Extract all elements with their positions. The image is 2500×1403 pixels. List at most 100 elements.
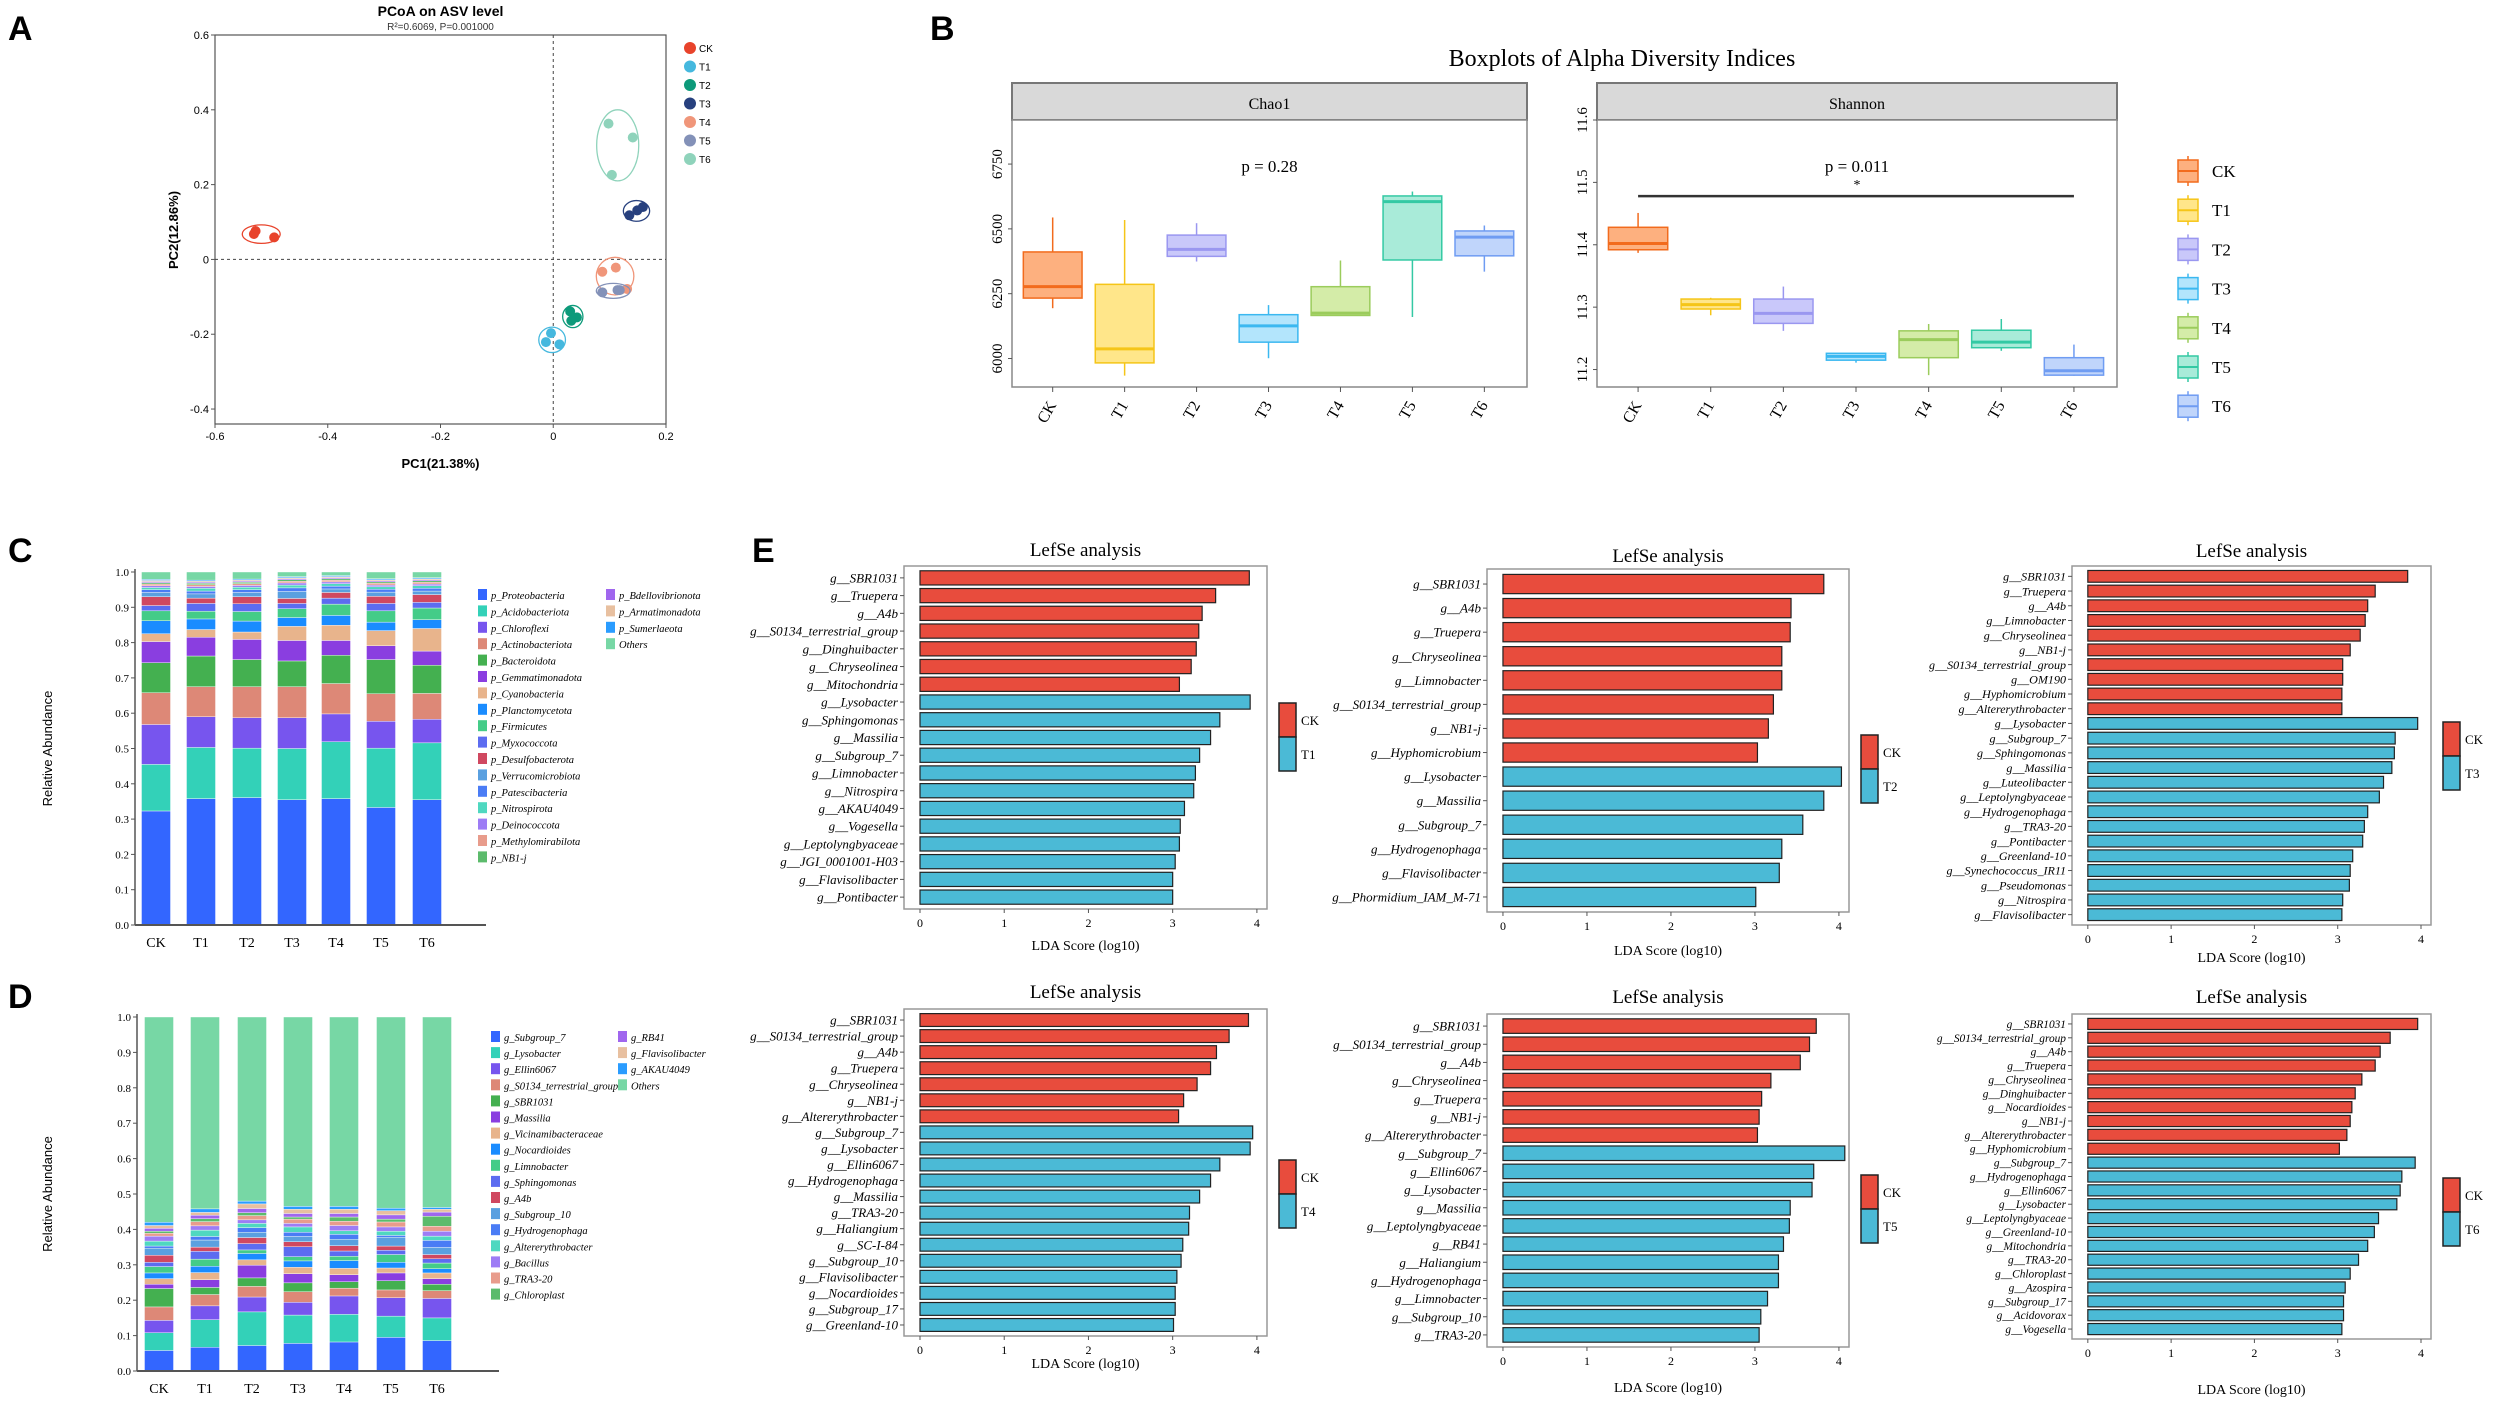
lda-bar-CK <box>919 1013 1250 1028</box>
bar-segment-p_Deinococcota <box>412 583 442 586</box>
x-tick-label: 3 <box>1170 916 1176 930</box>
bar-segment-p_Planctomycetota <box>232 620 262 633</box>
bar-segment-p_Chloroflexi <box>141 724 171 765</box>
point-T2 <box>565 306 576 317</box>
bar-segment-p_Planctomycetota <box>277 617 307 627</box>
point-CK <box>269 232 280 243</box>
bar-segment-p_Firmicutes <box>186 610 216 620</box>
legend-marker-CK <box>684 42 696 54</box>
lda-bar-CK <box>2087 1142 2340 1155</box>
legend-label: p_Verrucomicrobiota <box>490 771 580 782</box>
bar-segment-g_Flavisolibacter <box>283 1209 313 1214</box>
legend-label: p_Bacteroidota <box>490 657 556 668</box>
feature-label: g__Truepera <box>1414 1091 1482 1106</box>
bar-segment-p_Deinococcota <box>141 585 171 588</box>
bar-segment-g_Altererythrobacter <box>329 1230 359 1235</box>
x-tick-label: T4 <box>336 1382 352 1397</box>
bar-segment-g_Hydrogenophaga <box>283 1232 313 1237</box>
bar-segment-p_Desulfobacterota <box>366 596 396 604</box>
lda-bar-T6 <box>2087 1267 2351 1280</box>
legend-swatch <box>478 654 487 666</box>
legend-label: g_TRA3-20 <box>504 1275 553 1286</box>
bar-segment-p_Patescibacteria <box>141 589 171 593</box>
legend-swatch-CK <box>1278 702 1297 738</box>
y-tick-label: 11.5 <box>1575 170 1591 196</box>
legend-label: p_Myxococcota <box>490 739 557 750</box>
lda-bar-CK <box>1502 742 1759 763</box>
legend-swatch <box>491 1192 500 1203</box>
legend-label: g_Ellin6067 <box>504 1065 557 1076</box>
chart-title: LefSe analysis <box>2196 987 2307 1008</box>
lda-bar-CK <box>2087 1101 2353 1114</box>
legend-label: p_Actinobacteriota <box>490 640 572 651</box>
lda-bar-CK <box>919 1061 1212 1076</box>
bar-segment-g_Lysobacter <box>329 1314 359 1343</box>
lda-bar-CK <box>2087 1045 2381 1058</box>
lda-bar-T5 <box>1502 1199 1791 1216</box>
feature-label: g__S0134_terrestrial_group <box>1937 1033 2066 1045</box>
box-T5 <box>1970 319 2032 351</box>
facet-strip-label: Shannon <box>1829 96 1885 113</box>
bar-segment-g_Massilia <box>283 1273 313 1284</box>
legend-swatch <box>618 1079 627 1091</box>
feature-label: g__TRA3-20 <box>1415 1327 1482 1342</box>
bar-segment-g_Subgroup_10 <box>329 1239 359 1246</box>
feature-label: g__A4b <box>858 1045 899 1060</box>
x-tick-label: T4 <box>328 936 344 951</box>
x-tick-label: T5 <box>383 1382 399 1397</box>
box-CK <box>1607 212 1669 253</box>
legend-label: Others <box>631 1081 660 1092</box>
lda-bar-CK <box>1502 573 1825 595</box>
feature-label: g__Azospira <box>2009 1282 2067 1294</box>
bar-segment-g_A4b <box>376 1245 406 1251</box>
lda-bar-CK <box>919 1029 1230 1044</box>
panel-label-b: B <box>930 10 955 48</box>
legend-label: g_Sphingomonas <box>504 1178 576 1189</box>
feature-label: g__Leptolyngbyaceae <box>1960 790 2066 804</box>
bar-segment-p_Nitrospirota <box>232 586 262 590</box>
x-tick-label: T1 <box>197 1382 213 1397</box>
stacked-bar-CK <box>141 571 171 926</box>
bar-segment-g_A4b <box>283 1241 313 1247</box>
significance-marker: * <box>1854 178 1861 193</box>
lda-bar-CK <box>919 676 1181 692</box>
lda-bar-CK <box>919 1093 1185 1108</box>
bar-segment-p_Acidobacteriota <box>277 748 307 800</box>
y-tick-label: 0.7 <box>117 1118 131 1130</box>
legend-swatch-T1 <box>1278 736 1297 772</box>
bar-segment-g_S0134_terrestrial_group <box>329 1287 359 1297</box>
legend-label: T2 <box>699 81 711 92</box>
x-tick-label: 4 <box>1836 919 1842 933</box>
bar-segment-g_Subgroup_7 <box>422 1340 452 1372</box>
lda-bar-CK <box>2087 569 2409 583</box>
bar-segment-g_SBR1031 <box>190 1287 220 1295</box>
iqr-box <box>1022 251 1083 299</box>
bar-segment-g_Subgroup_10 <box>144 1247 174 1256</box>
feature-label: g__Hydrogenophaga <box>1970 1171 2066 1183</box>
bar-segment-p_Cyanobacteria <box>141 633 171 642</box>
bar-segment-g_Altererythrobacter <box>422 1235 452 1241</box>
legend-label: p_Desulfobacterota <box>490 755 574 766</box>
legend-label: Others <box>619 640 648 651</box>
iqr-box <box>1166 234 1227 258</box>
p-value-label: p = 0.28 <box>1241 157 1297 176</box>
legend-swatch <box>478 802 487 814</box>
bar-segment-p_Patescibacteria <box>321 585 351 590</box>
iqr-box <box>1310 285 1371 317</box>
lda-bar-T5 <box>1502 1272 1780 1289</box>
feature-label: g__Limnobacter <box>1395 1291 1482 1306</box>
feature-label: g__Leptolyngbyaceae <box>1966 1213 2066 1225</box>
x-tick-label: T5 <box>1396 399 1420 423</box>
x-tick-label: 1 <box>1584 1354 1590 1368</box>
bar-segment-p_Myxococcota <box>321 597 351 605</box>
bar-segment-p_Desulfobacterota <box>412 594 442 603</box>
bar-segment-g_Vicinamibacteraceae <box>144 1278 174 1285</box>
x-tick-label: T6 <box>419 936 435 951</box>
feature-label: g__Massilia <box>2006 761 2066 775</box>
bar-segment-p_Verrucomicrobiota <box>412 590 442 595</box>
legend-label: T2 <box>2212 240 2231 259</box>
feature-label: g__Nitrospira <box>1998 893 2066 907</box>
bar-segment-p_Methylomirabilota <box>412 582 442 585</box>
stacked-bar-T1 <box>186 571 216 926</box>
